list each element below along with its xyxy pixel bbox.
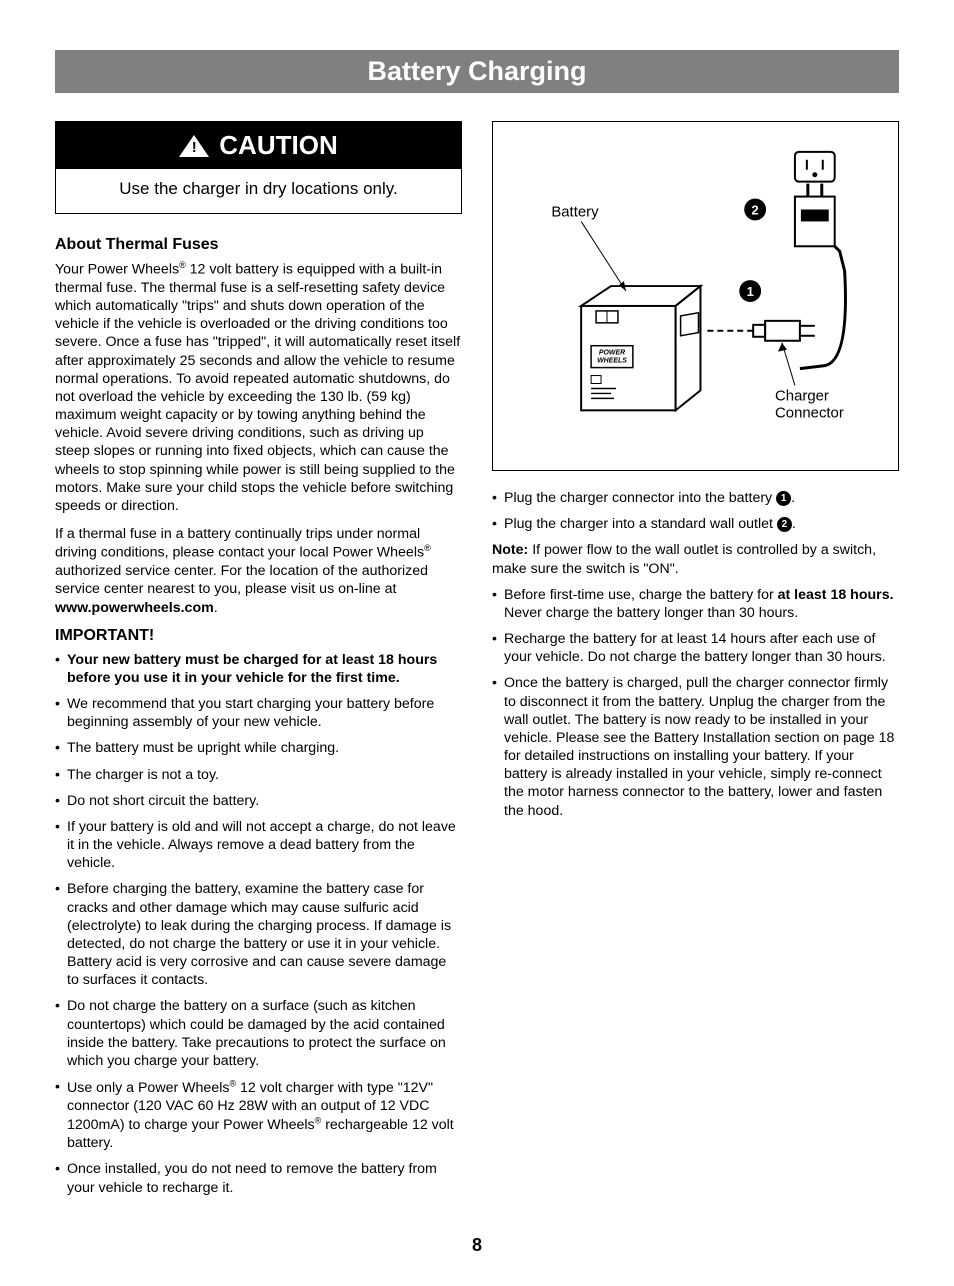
- list-item: Recharge the battery for at least 14 hou…: [492, 630, 899, 666]
- registered-mark: ®: [179, 260, 186, 270]
- callout-number-icon: 2: [777, 517, 792, 532]
- svg-text:Connector: Connector: [775, 405, 844, 421]
- list-item: Use only a Power Wheels® 12 volt charger…: [55, 1078, 462, 1152]
- list-item: Before first-time use, charge the batter…: [492, 586, 899, 622]
- page-title: Battery Charging: [367, 56, 586, 86]
- thermal-fuses-para2: If a thermal fuse in a battery continual…: [55, 525, 462, 617]
- caution-body: Use the charger in dry locations only.: [56, 169, 461, 213]
- content-columns: CAUTION Use the charger in dry locations…: [55, 121, 899, 1205]
- registered-mark: ®: [424, 543, 431, 553]
- list-item: Do not charge the battery on a surface (…: [55, 997, 462, 1070]
- caution-label: CAUTION: [219, 130, 337, 161]
- right-bullets-top: Plug the charger connector into the batt…: [492, 489, 899, 533]
- svg-text:POWER: POWER: [599, 350, 625, 357]
- list-item: The battery must be upright while chargi…: [55, 739, 462, 757]
- list-item: Your new battery must be charged for at …: [55, 651, 462, 687]
- note-text: Note: If power flow to the wall outlet i…: [492, 541, 899, 577]
- svg-text:WHEELS: WHEELS: [597, 358, 627, 365]
- important-list: Your new battery must be charged for at …: [55, 651, 462, 1197]
- list-item: Before charging the battery, examine the…: [55, 880, 462, 989]
- battery-label-text: Battery: [551, 204, 599, 220]
- important-heading: IMPORTANT!: [55, 627, 462, 645]
- list-item: Plug the charger into a standard wall ou…: [492, 515, 899, 533]
- left-column: CAUTION Use the charger in dry locations…: [55, 121, 462, 1205]
- diagram-svg: 2 1: [493, 122, 898, 470]
- list-item: Do not short circuit the battery.: [55, 792, 462, 810]
- right-column: 2 1: [492, 121, 899, 1205]
- thermal-fuses-heading: About Thermal Fuses: [55, 236, 462, 254]
- caution-header: CAUTION: [56, 122, 461, 169]
- list-item: Once installed, you do not need to remov…: [55, 1160, 462, 1196]
- page-title-bar: Battery Charging: [55, 50, 899, 93]
- right-bullets-bottom: Before first-time use, charge the batter…: [492, 586, 899, 820]
- warning-triangle-icon: [179, 135, 209, 157]
- svg-text:2: 2: [752, 202, 759, 217]
- list-item: We recommend that you start charging you…: [55, 695, 462, 731]
- list-item: Once the battery is charged, pull the ch…: [492, 674, 899, 819]
- page-number: 8: [55, 1235, 899, 1256]
- list-item: If your battery is old and will not acce…: [55, 818, 462, 873]
- svg-text:1: 1: [747, 284, 754, 299]
- list-item: The charger is not a toy.: [55, 766, 462, 784]
- thermal-fuses-para1: Your Power Wheels® 12 volt battery is eq…: [55, 260, 462, 515]
- list-item: Plug the charger connector into the batt…: [492, 489, 899, 507]
- charging-diagram: 2 1: [492, 121, 899, 471]
- svg-text:Charger: Charger: [775, 388, 829, 404]
- caution-box: CAUTION Use the charger in dry locations…: [55, 121, 462, 214]
- callout-number-icon: 1: [776, 491, 791, 506]
